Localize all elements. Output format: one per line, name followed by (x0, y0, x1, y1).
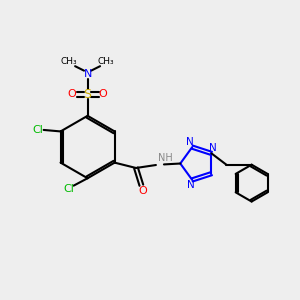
Text: S: S (84, 88, 92, 101)
Text: O: O (68, 89, 76, 99)
Text: N: N (186, 137, 194, 147)
Text: N: N (83, 69, 92, 79)
Text: O: O (99, 89, 107, 99)
Text: N: N (187, 180, 195, 190)
Text: N: N (209, 143, 217, 153)
Text: Cl: Cl (33, 125, 44, 135)
Text: CH₃: CH₃ (98, 57, 114, 66)
Text: Cl: Cl (64, 184, 75, 194)
Text: O: O (139, 186, 147, 196)
Text: NH: NH (158, 153, 173, 163)
Text: CH₃: CH₃ (61, 57, 77, 66)
